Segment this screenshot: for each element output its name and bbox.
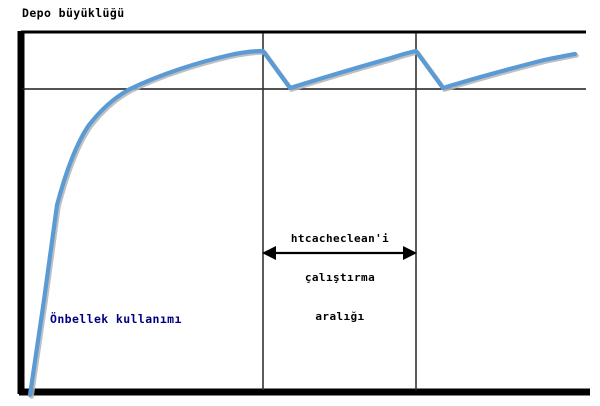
arrow-head-left <box>262 246 276 260</box>
cache-usage-curve <box>27 48 578 398</box>
interval-label-line-1: htcacheclean'i <box>290 232 390 245</box>
arrow-head-right <box>403 246 417 260</box>
interval-annotation-label: htcacheclean'i çalıştırma aralığı <box>263 206 417 349</box>
interval-arrow <box>262 246 417 260</box>
cache-usage-series-label: Önbellek kullanımı <box>50 312 182 326</box>
y-axis-title: Depo büyüklüğü <box>22 6 125 20</box>
interval-label-line-3: aralığı <box>315 310 365 323</box>
interval-label-line-2: çalıştırma <box>304 271 376 284</box>
